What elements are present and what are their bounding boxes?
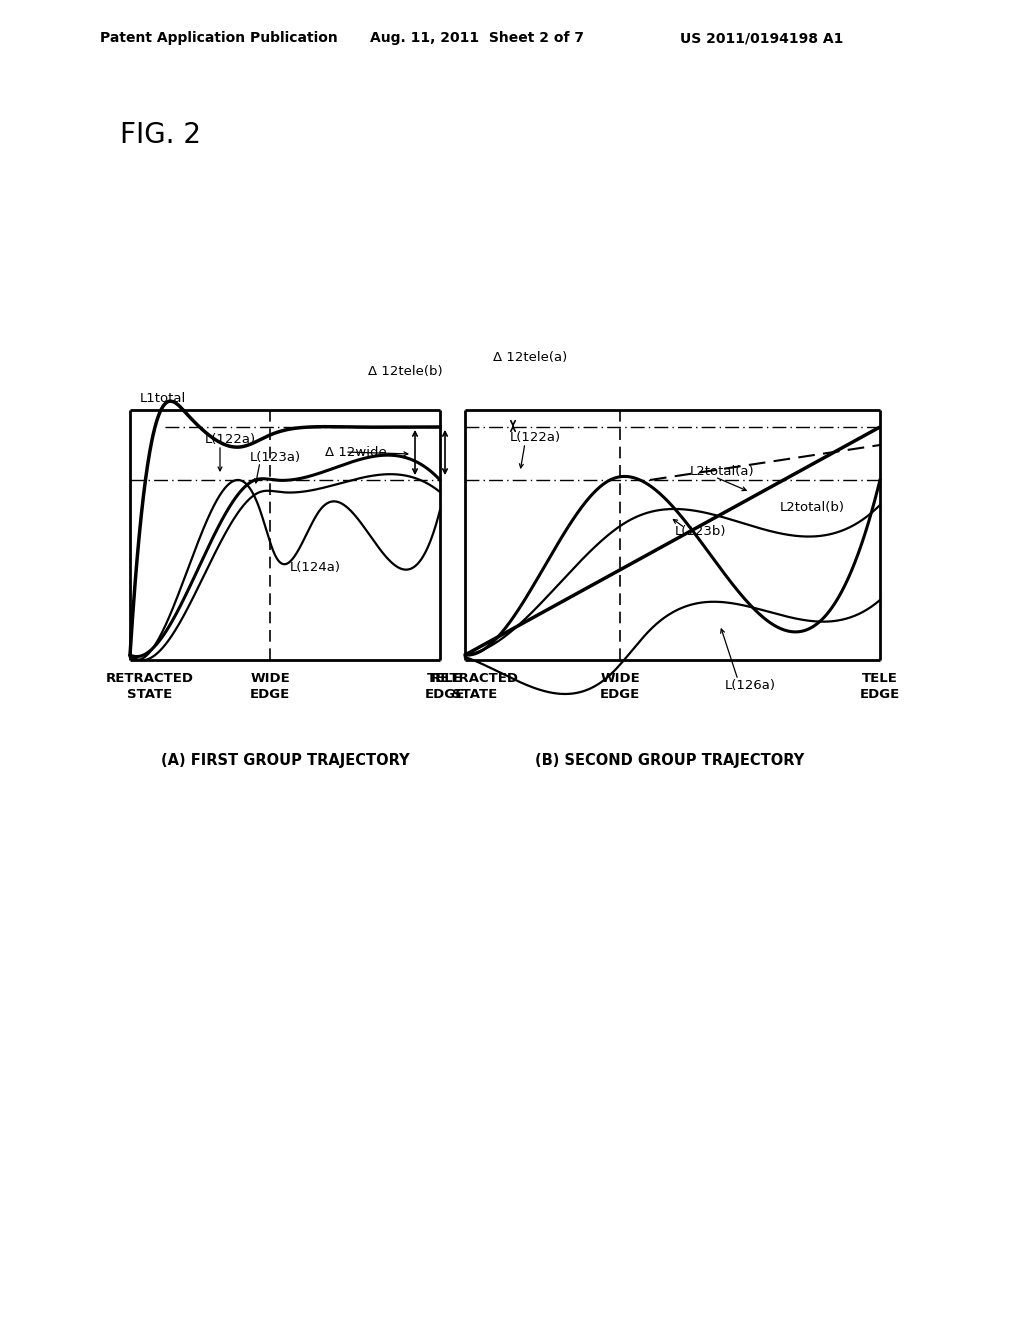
Text: L1total: L1total <box>140 392 186 405</box>
Text: TELE: TELE <box>862 672 898 685</box>
Text: L(124a): L(124a) <box>290 561 341 573</box>
Text: L(123b): L(123b) <box>675 525 726 539</box>
Text: (B) SECOND GROUP TRAJECTORY: (B) SECOND GROUP TRAJECTORY <box>536 752 805 767</box>
Text: Δ 12tele(b): Δ 12tele(b) <box>368 366 442 379</box>
Text: RETRACTED: RETRACTED <box>106 672 194 685</box>
Text: STATE: STATE <box>453 688 498 701</box>
Text: L(123a): L(123a) <box>250 451 301 465</box>
Text: Δ 12wide: Δ 12wide <box>325 446 387 458</box>
Text: L(126a): L(126a) <box>725 678 776 692</box>
Text: STATE: STATE <box>127 688 173 701</box>
Text: WIDE: WIDE <box>250 672 290 685</box>
Text: EDGE: EDGE <box>250 688 290 701</box>
Text: L2total(b): L2total(b) <box>780 502 845 515</box>
Text: L(122a): L(122a) <box>205 433 256 446</box>
Text: Δ 12tele(a): Δ 12tele(a) <box>493 351 567 363</box>
Text: WIDE: WIDE <box>600 672 640 685</box>
Text: L2total(a): L2total(a) <box>690 466 755 479</box>
Text: EDGE: EDGE <box>600 688 640 701</box>
Text: EDGE: EDGE <box>860 688 900 701</box>
Text: EDGE: EDGE <box>425 688 465 701</box>
Text: US 2011/0194198 A1: US 2011/0194198 A1 <box>680 30 844 45</box>
Text: FIG. 2: FIG. 2 <box>120 121 201 149</box>
Text: TELE: TELE <box>427 672 463 685</box>
Text: Patent Application Publication: Patent Application Publication <box>100 30 338 45</box>
Text: (A) FIRST GROUP TRAJECTORY: (A) FIRST GROUP TRAJECTORY <box>161 752 410 767</box>
Text: RETRACTED: RETRACTED <box>431 672 519 685</box>
Text: Aug. 11, 2011  Sheet 2 of 7: Aug. 11, 2011 Sheet 2 of 7 <box>370 30 584 45</box>
Text: L(122a): L(122a) <box>510 432 561 445</box>
